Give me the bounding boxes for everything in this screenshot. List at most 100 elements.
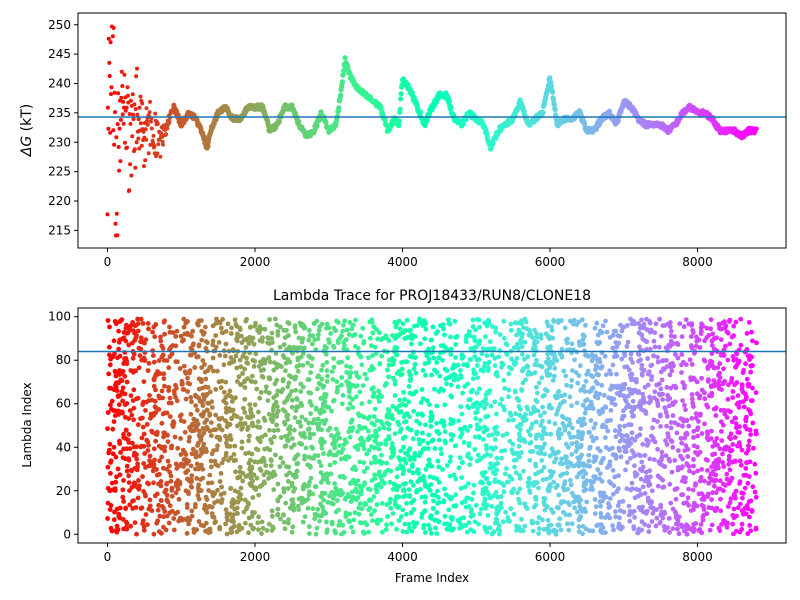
lambda-point — [521, 437, 527, 442]
lambda-point — [480, 368, 486, 374]
lambda-point — [725, 357, 731, 363]
lambda-point — [192, 365, 198, 370]
lambda-point — [258, 468, 264, 473]
lambda-point — [619, 433, 625, 438]
lambda-point — [432, 386, 437, 392]
lambda-point — [563, 441, 569, 447]
lambda-point — [392, 498, 398, 503]
lambda-point — [510, 417, 516, 423]
lambda-point — [246, 450, 252, 456]
lambda-point — [748, 528, 754, 534]
lambda-point — [516, 431, 522, 437]
lambda-point — [105, 516, 110, 521]
lambda-point — [719, 522, 724, 527]
lambda-point — [386, 338, 392, 343]
lambda-point — [709, 428, 714, 434]
lambda-point — [359, 401, 365, 407]
lambda-point — [267, 447, 273, 453]
lambda-point — [120, 494, 126, 500]
lambda-point — [150, 348, 156, 353]
lambda-point — [241, 405, 246, 411]
lambda-point — [516, 453, 521, 459]
lambda-point — [188, 395, 194, 400]
lambda-point — [124, 521, 130, 526]
lambda-point — [696, 491, 702, 497]
lambda-point — [135, 321, 141, 326]
lambda-point — [581, 341, 587, 347]
lambda-point — [289, 397, 295, 403]
dg-point — [155, 121, 160, 126]
lambda-point — [285, 320, 291, 325]
lambda-point — [340, 522, 346, 528]
lambda-point — [167, 469, 173, 475]
lambda-point — [131, 405, 137, 411]
lambda-point — [347, 319, 353, 325]
lambda-point — [673, 486, 679, 492]
lambda-point — [294, 396, 300, 401]
lambda-point — [214, 447, 220, 453]
lambda-point — [429, 530, 434, 536]
lambda-point — [217, 320, 223, 326]
lambda-point — [593, 379, 599, 384]
lambda-point — [347, 374, 353, 380]
lambda-point — [151, 359, 157, 365]
lambda-point — [390, 375, 396, 381]
lambda-point — [211, 514, 217, 520]
dg-point — [106, 36, 111, 41]
lambda-point — [152, 334, 158, 340]
lambda-point — [169, 443, 175, 449]
lambda-point — [339, 382, 344, 388]
lambda-point — [223, 341, 229, 347]
lambda-point — [700, 514, 706, 520]
lambda-point — [461, 440, 467, 445]
lambda-point — [705, 364, 711, 370]
dg-point — [113, 221, 118, 226]
lambda-point — [645, 382, 651, 388]
lambda-point — [269, 508, 275, 514]
lambda-point — [196, 342, 202, 348]
lambda-point — [293, 454, 299, 460]
lambda-point — [466, 397, 472, 403]
lambda-point — [259, 434, 265, 440]
lambda-point — [329, 489, 335, 495]
lambda-point — [563, 454, 568, 459]
lambda-point — [374, 483, 380, 489]
lambda-point — [494, 411, 499, 417]
dg-point — [338, 92, 344, 98]
dg-y-tick-label: 230 — [48, 135, 71, 149]
lambda-point — [407, 414, 412, 420]
lambda-point — [132, 337, 138, 343]
lambda-point — [556, 492, 562, 498]
lambda-point — [709, 393, 714, 399]
lambda-point — [562, 487, 567, 493]
lambda-point — [719, 438, 725, 443]
lambda-point — [325, 373, 330, 379]
lambda-point — [707, 475, 713, 481]
lambda-point — [247, 402, 253, 407]
lambda-point — [435, 458, 441, 464]
lambda-point — [321, 409, 327, 414]
lambda-point — [235, 511, 240, 516]
lambda-point — [196, 496, 202, 502]
lambda-point — [411, 483, 416, 488]
lambda-point — [735, 393, 741, 398]
lambda-point — [464, 529, 470, 535]
lambda-point — [248, 410, 254, 416]
lambda-point — [628, 356, 634, 362]
lambda-point — [538, 332, 544, 338]
dg-point — [106, 126, 111, 131]
dg-point — [136, 117, 141, 122]
lambda-point — [239, 333, 244, 339]
lambda-point — [271, 395, 277, 400]
lambda-point — [499, 396, 505, 402]
lambda-point — [561, 415, 566, 420]
dg-point — [149, 126, 154, 131]
lambda-point — [556, 405, 562, 410]
lambda-point — [691, 428, 697, 434]
lambda-point — [558, 527, 564, 533]
lambda-point — [745, 480, 751, 486]
lambda-point — [438, 343, 444, 348]
lambda-point — [690, 327, 695, 333]
lambda-point — [380, 529, 385, 535]
lambda-point — [515, 490, 520, 495]
